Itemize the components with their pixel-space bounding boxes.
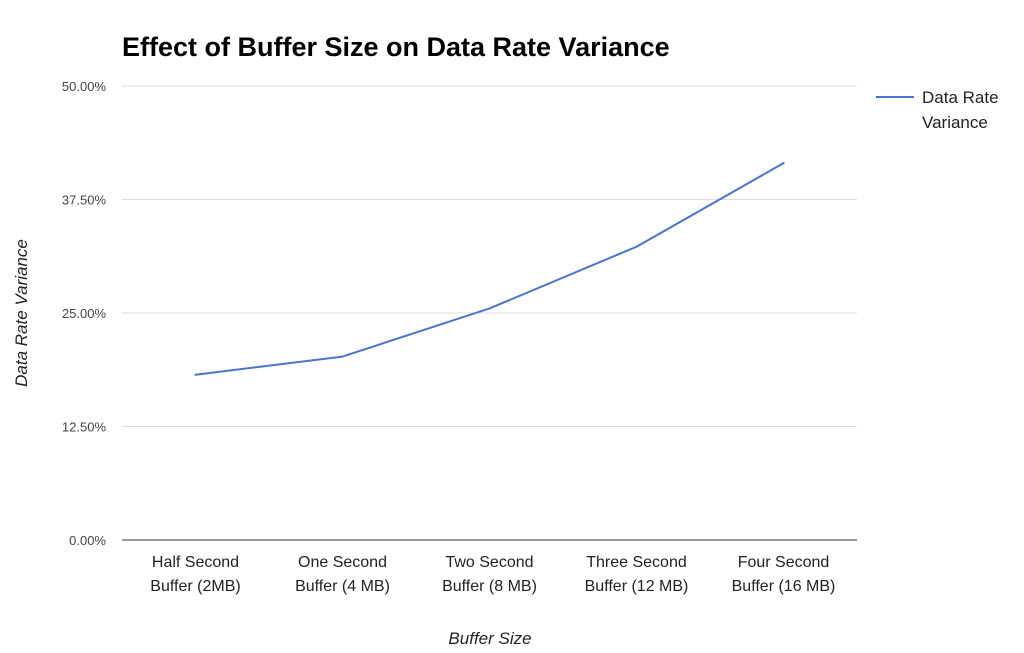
gridlines — [122, 85, 857, 541]
data-point — [341, 355, 344, 358]
y-tick-label: 50.00% — [62, 79, 107, 94]
y-axis-ticks: 0.00% 12.50% 25.00% 37.50% 50.00% — [62, 79, 107, 548]
y-axis-title: Data Rate Variance — [12, 239, 31, 387]
y-tick-label: 37.50% — [62, 193, 107, 208]
x-axis-title: Buffer Size — [448, 629, 531, 648]
x-category-label: One Second Buffer (4 MB) — [295, 554, 390, 595]
x-category-label: Four Second Buffer (16 MB) — [732, 554, 836, 595]
series-line — [194, 162, 785, 376]
data-point — [194, 373, 197, 376]
legend-label-line-2: Variance — [922, 113, 988, 132]
legend: Data Rate Variance — [876, 88, 999, 132]
series-layer — [194, 162, 785, 376]
x-axis-categories: Half Second Buffer (2MB) One Second Buffer … — [150, 554, 835, 595]
y-tick-label: 25.00% — [62, 306, 107, 321]
legend-label-line-1: Data Rate — [922, 88, 999, 107]
y-tick-label: 0.00% — [69, 533, 106, 548]
x-category-label: Two Second Buffer (8 MB) — [442, 554, 537, 595]
data-point — [488, 307, 491, 310]
chart-title: Effect of Buffer Size on Data Rate Varia… — [122, 32, 670, 62]
y-tick-label: 12.50% — [62, 420, 107, 435]
x-category-label: Half Second Buffer (2MB) — [150, 554, 240, 595]
data-point — [635, 245, 638, 248]
x-category-label: Three Second Buffer (12 MB) — [585, 554, 689, 595]
data-point — [782, 162, 785, 165]
